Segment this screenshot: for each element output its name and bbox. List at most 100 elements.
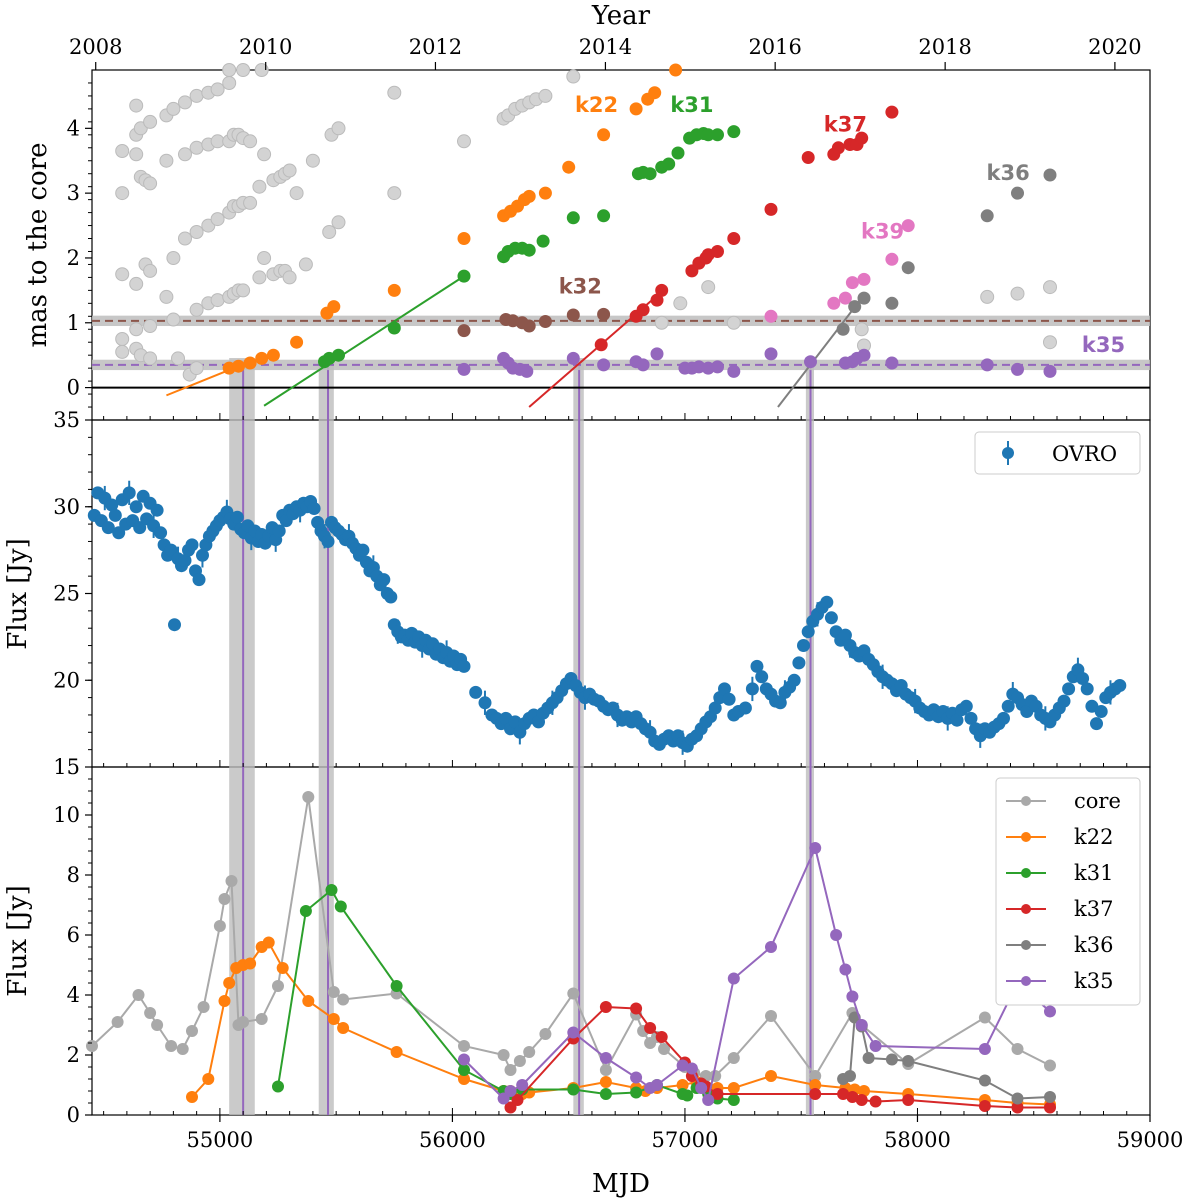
knot_flux-point-k37 xyxy=(855,1094,868,1106)
axes-layer: 0 1 2 3 4 15 20 25 30 35 0 2 4 6 8 10 55000 56000 57000 580… xyxy=(53,35,1183,1152)
distance-series-k31 xyxy=(318,125,741,369)
distance-point-other xyxy=(115,344,130,359)
knot_flux-point-core xyxy=(255,1013,268,1025)
knot_flux-point-core xyxy=(337,993,350,1006)
distance-point-k39 xyxy=(901,219,915,233)
distance-point-k35 xyxy=(1043,364,1057,378)
fit-line-1 xyxy=(263,275,465,407)
distance-series-k35 xyxy=(457,347,1057,378)
distance-point-other xyxy=(1043,335,1057,350)
distance-point-k35 xyxy=(457,362,471,376)
knot_flux-point-core xyxy=(302,791,315,803)
knot_flux-point-k37 xyxy=(978,1100,991,1112)
knot_flux-point-k35 xyxy=(685,1062,698,1075)
knot_flux-point-core xyxy=(599,1064,612,1076)
ovro-point-OVRO xyxy=(321,535,335,548)
distance-point-k22 xyxy=(629,102,643,116)
knot_flux-point-k36 xyxy=(1044,1091,1056,1103)
distance-point-k31 xyxy=(536,234,550,248)
knot_flux-point-k35 xyxy=(676,1059,689,1072)
legend-label-core: core xyxy=(1074,789,1121,813)
distance-point-other xyxy=(210,134,225,149)
distance-series-k37 xyxy=(594,105,899,352)
ovro-point-OVRO xyxy=(377,573,391,587)
knot_flux-point-core xyxy=(225,875,238,887)
distance-point-k31 xyxy=(387,321,401,335)
distance-point-other xyxy=(166,101,181,116)
distance-point-k32 xyxy=(538,315,552,328)
distance-point-k31 xyxy=(662,157,676,171)
knot_flux-point-k31 xyxy=(458,1064,470,1076)
distance-point-k22 xyxy=(232,359,245,373)
distance-point-k32 xyxy=(597,307,611,321)
distance-series-k32 xyxy=(457,307,611,338)
knot-label-k39: k39 xyxy=(861,220,904,244)
ovro-point-OVRO xyxy=(787,673,801,687)
ovro-point-OVRO xyxy=(738,701,752,715)
distance-point-other xyxy=(129,98,144,113)
knot_flux-point-k35 xyxy=(855,1019,868,1031)
ovro-panel xyxy=(87,480,1127,755)
distance-series-other xyxy=(115,63,1057,382)
distance-point-k39 xyxy=(885,252,899,266)
knot-label-k31: k31 xyxy=(670,93,713,117)
distance-point-k22 xyxy=(290,335,304,349)
knot_flux-point-core xyxy=(765,1010,777,1022)
legend-marker-k35 xyxy=(1021,976,1031,986)
distance-point-other xyxy=(178,147,192,162)
knot_flux-point-core xyxy=(978,1011,991,1024)
distance-point-other xyxy=(115,332,130,346)
knot_flux-point-k37 xyxy=(711,1088,724,1100)
distance-point-other xyxy=(243,195,258,210)
distance-point-k22 xyxy=(243,356,257,370)
distance-y-axis-title: mas to the core xyxy=(23,142,53,347)
ovro-point-OVRO xyxy=(745,682,759,696)
knot-flux-legend-box xyxy=(995,777,1141,1006)
ovro-point-OVRO xyxy=(959,699,973,713)
distance-point-other xyxy=(236,63,251,77)
distance-point-k31 xyxy=(711,128,724,142)
distance-point-k35 xyxy=(566,351,580,365)
distance-point-k22 xyxy=(648,86,662,100)
distance-point-other xyxy=(387,186,402,201)
distance-point-k32 xyxy=(522,319,536,333)
knot_flux-point-k37 xyxy=(644,1022,657,1034)
knot-label-k36: k36 xyxy=(987,161,1030,185)
knot_flux-point-k22 xyxy=(218,995,231,1007)
distance-point-other xyxy=(210,82,225,97)
distance-point-other xyxy=(331,121,346,136)
knot_flux-point-k35 xyxy=(567,1026,580,1039)
knot_flux-point-k35 xyxy=(516,1079,529,1091)
distance-point-other xyxy=(178,95,192,110)
knot_flux-y-tick-label: 4 xyxy=(67,983,80,1007)
knot_flux-point-k22 xyxy=(599,1076,612,1088)
knot_flux-point-k37 xyxy=(1011,1101,1024,1114)
hline-band-0 xyxy=(92,315,1150,327)
knot_flux-point-k35 xyxy=(809,842,822,854)
epoch-band-0 xyxy=(229,358,255,1115)
knot_flux-point-k22 xyxy=(390,1046,403,1058)
knot_flux-point-k31 xyxy=(727,1094,740,1106)
distance-point-other xyxy=(254,63,269,77)
distance-point-k22 xyxy=(597,128,611,142)
distance-panel: k22 k31 k37 k32 k39 k36 k35 xyxy=(92,63,1150,408)
distance-point-other xyxy=(222,63,237,77)
ovro-point-OVRO xyxy=(154,526,168,540)
distance-series-k22 xyxy=(222,63,683,375)
knot_flux-point-k31 xyxy=(567,1083,580,1096)
distance-point-other xyxy=(252,179,267,194)
distance-point-k35 xyxy=(597,358,611,372)
ovro-point-OVRO xyxy=(122,486,136,500)
knot_flux-point-core xyxy=(186,1025,198,1037)
knot_flux-point-core xyxy=(504,1064,517,1076)
knot_flux-point-core xyxy=(197,1001,210,1013)
distance-point-other xyxy=(129,322,144,337)
knot_flux-point-k37 xyxy=(655,1031,668,1043)
year-tick-label: 2014 xyxy=(579,35,632,59)
distance-point-k31 xyxy=(671,146,685,160)
distance-point-other xyxy=(387,85,402,100)
year-tick-label: 2010 xyxy=(239,35,292,59)
distance-point-other xyxy=(282,270,297,285)
knot_flux-point-k22 xyxy=(337,1022,350,1034)
